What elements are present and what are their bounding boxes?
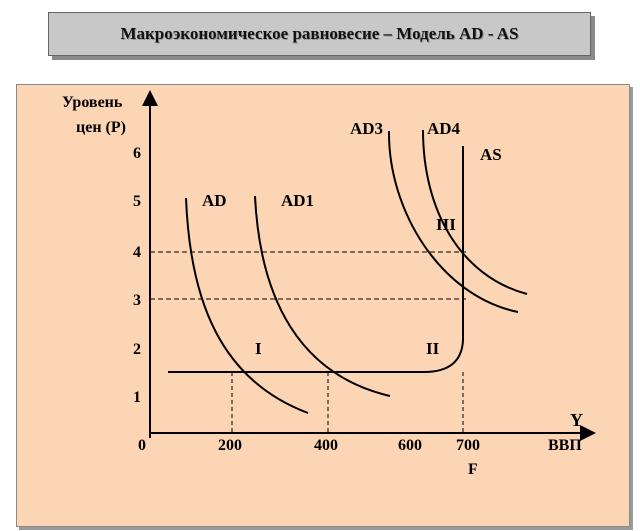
x-tick-200: 200 (218, 437, 242, 454)
x-axis-label-gdp: ВВП (548, 437, 582, 454)
ad1-curve (254, 195, 391, 397)
segment-label-2: II (426, 339, 440, 358)
full-employment-label: F (468, 461, 478, 478)
x-tick-700: 700 (456, 437, 480, 454)
origin-label: 0 (138, 437, 146, 454)
y-tick-2: 2 (133, 341, 141, 358)
y-tick-1: 1 (133, 389, 141, 406)
title-box: Макроэкономическое равновесие – Модель A… (48, 12, 591, 56)
y-tick-5: 5 (133, 193, 141, 210)
x-axis-label-y: Y (570, 410, 583, 430)
x-tick-400: 400 (314, 437, 338, 454)
y-axis-label-line2: цен (Р) (76, 119, 126, 136)
as-label: AS (480, 145, 502, 164)
y-tick-4: 4 (133, 244, 141, 261)
segment-label-1: I (255, 339, 262, 358)
ad3-label: AD3 (350, 119, 383, 138)
as-curve (168, 146, 464, 373)
ad-label: AD (202, 191, 227, 210)
page-title: Макроэкономическое равновесие – Модель A… (120, 24, 519, 43)
ad4-label: AD4 (427, 119, 461, 138)
x-tick-600: 600 (398, 437, 422, 454)
ad-curve (185, 197, 309, 414)
y-tick-6: 6 (133, 145, 141, 162)
ad3-curve (387, 130, 519, 313)
segment-label-3: III (436, 215, 456, 234)
chart-panel (16, 84, 630, 527)
ad4-curve (422, 129, 528, 295)
ad1-label: AD1 (281, 191, 314, 210)
y-tick-3: 3 (133, 292, 141, 309)
y-axis-label: Уровень (62, 94, 123, 111)
